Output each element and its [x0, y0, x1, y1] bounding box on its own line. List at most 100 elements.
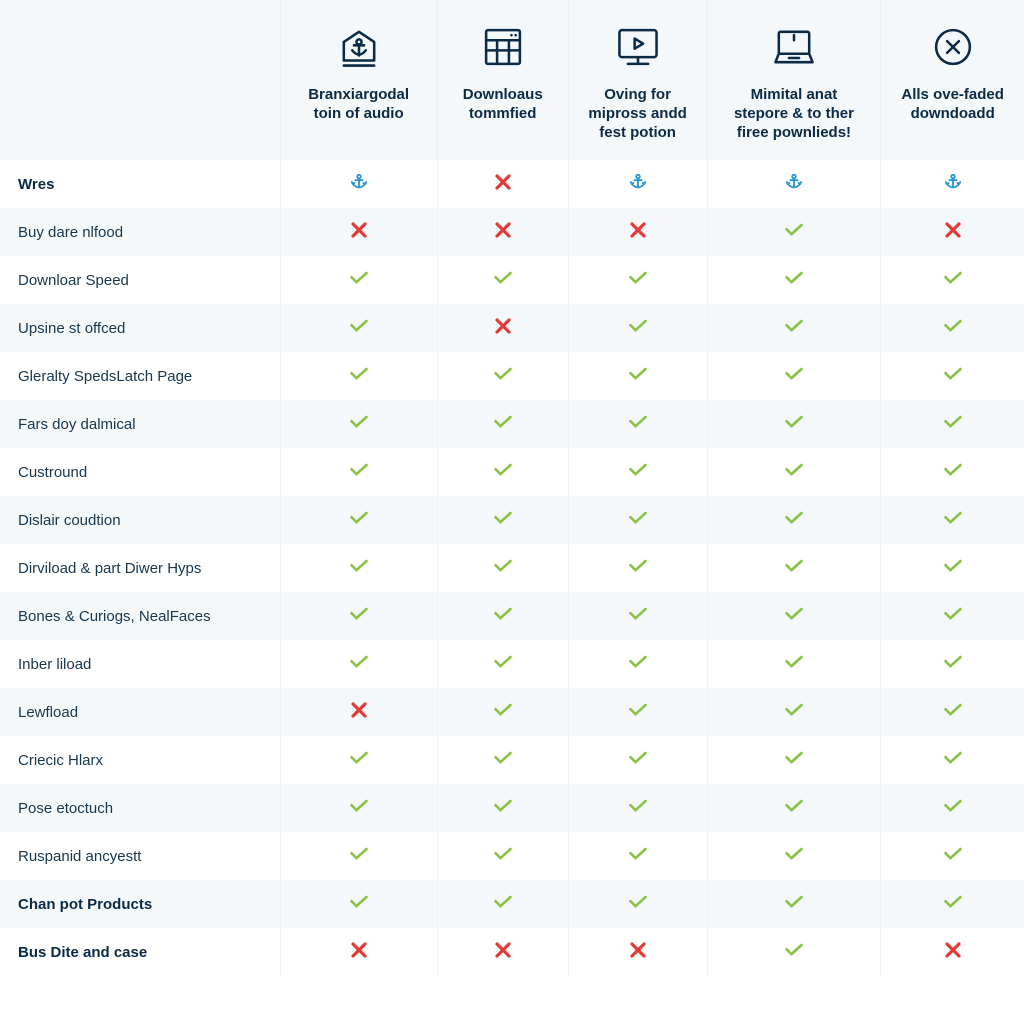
- value-cell: [568, 928, 707, 976]
- check-icon: [349, 895, 369, 914]
- value-cell: [568, 688, 707, 736]
- value-cell: [280, 592, 437, 640]
- column-header: Downloaus tommfied: [437, 0, 568, 160]
- value-cell: [707, 352, 881, 400]
- value-cell: [568, 400, 707, 448]
- check-icon: [784, 655, 804, 674]
- check-icon: [943, 895, 963, 914]
- anchor-icon: [944, 173, 962, 196]
- value-cell: [568, 352, 707, 400]
- check-icon: [628, 607, 648, 626]
- value-cell: [280, 304, 437, 352]
- check-icon: [628, 319, 648, 338]
- table-row: Downloar Speed: [0, 256, 1024, 304]
- check-icon: [349, 799, 369, 818]
- x-icon: [495, 222, 511, 243]
- value-cell: [881, 448, 1024, 496]
- value-cell: [280, 400, 437, 448]
- row-label: Chan pot Products: [0, 880, 280, 928]
- header-row: Branxiargodal toin of audio Downloaus tom…: [0, 0, 1024, 160]
- value-cell: [568, 208, 707, 256]
- value-cell: [881, 160, 1024, 208]
- value-cell: [568, 832, 707, 880]
- check-icon: [493, 703, 513, 722]
- column-label: Alls ove-faded downdoadd: [891, 86, 1014, 124]
- check-icon: [784, 415, 804, 434]
- value-cell: [280, 544, 437, 592]
- check-icon: [493, 607, 513, 626]
- value-cell: [568, 496, 707, 544]
- row-label: Buy dare nlfood: [0, 208, 280, 256]
- value-cell: [707, 688, 881, 736]
- value-cell: [437, 928, 568, 976]
- check-icon: [493, 463, 513, 482]
- value-cell: [707, 640, 881, 688]
- value-cell: [707, 784, 881, 832]
- anchor-badge-icon: [291, 20, 427, 74]
- check-icon: [784, 271, 804, 290]
- check-icon: [943, 751, 963, 770]
- check-icon: [943, 703, 963, 722]
- column-label: Mimital anat stepore & to ther firee pow…: [718, 86, 871, 142]
- value-cell: [881, 880, 1024, 928]
- table-row: Wres: [0, 160, 1024, 208]
- value-cell: [881, 304, 1024, 352]
- value-cell: [280, 736, 437, 784]
- check-icon: [943, 847, 963, 866]
- column-header: Oving for mipross andd fest potion: [568, 0, 707, 160]
- value-cell: [280, 256, 437, 304]
- value-cell: [881, 736, 1024, 784]
- value-cell: [568, 304, 707, 352]
- value-cell: [568, 160, 707, 208]
- column-label: Branxiargodal toin of audio: [291, 86, 427, 124]
- value-cell: [437, 496, 568, 544]
- value-cell: [707, 832, 881, 880]
- check-icon: [493, 751, 513, 770]
- check-icon: [784, 943, 804, 962]
- table-row: Custround: [0, 448, 1024, 496]
- check-icon: [784, 463, 804, 482]
- value-cell: [437, 592, 568, 640]
- row-label: Pose etoctuch: [0, 784, 280, 832]
- value-cell: [280, 688, 437, 736]
- check-icon: [349, 415, 369, 434]
- table-row: Bones & Curiogs, NealFaces: [0, 592, 1024, 640]
- value-cell: [568, 448, 707, 496]
- value-cell: [707, 880, 881, 928]
- check-icon: [493, 895, 513, 914]
- value-cell: [568, 256, 707, 304]
- value-cell: [280, 640, 437, 688]
- value-cell: [881, 784, 1024, 832]
- corner-cell: [0, 0, 280, 160]
- check-icon: [493, 655, 513, 674]
- column-label: Downloaus tommfied: [448, 86, 558, 124]
- value-cell: [437, 256, 568, 304]
- row-label: Bus Dite and case: [0, 928, 280, 976]
- table-body: WresBuy dare nlfoodDownloar SpeedUpsine …: [0, 160, 1024, 976]
- table-row: Dirviload & part Diwer Hyps: [0, 544, 1024, 592]
- check-icon: [784, 223, 804, 242]
- value-cell: [707, 208, 881, 256]
- check-icon: [784, 367, 804, 386]
- value-cell: [437, 352, 568, 400]
- table-row: Bus Dite and case: [0, 928, 1024, 976]
- value-cell: [437, 736, 568, 784]
- x-icon: [630, 222, 646, 243]
- check-icon: [784, 607, 804, 626]
- check-icon: [628, 895, 648, 914]
- check-icon: [943, 319, 963, 338]
- table-row: Lewfload: [0, 688, 1024, 736]
- check-icon: [628, 703, 648, 722]
- check-icon: [493, 847, 513, 866]
- table-row: Criecic Hlarx: [0, 736, 1024, 784]
- value-cell: [280, 160, 437, 208]
- value-cell: [707, 448, 881, 496]
- value-cell: [707, 256, 881, 304]
- check-icon: [349, 655, 369, 674]
- check-icon: [628, 655, 648, 674]
- value-cell: [568, 880, 707, 928]
- anchor-icon: [350, 173, 368, 196]
- value-cell: [568, 640, 707, 688]
- check-icon: [943, 559, 963, 578]
- x-icon: [630, 942, 646, 963]
